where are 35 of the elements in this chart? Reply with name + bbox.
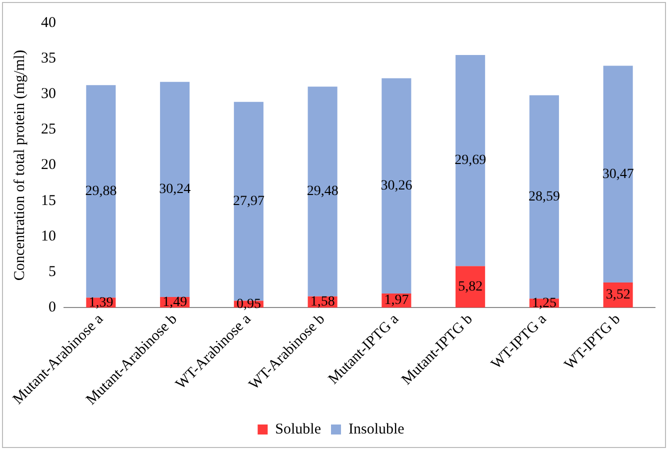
y-tick-label: 35 bbox=[41, 50, 56, 67]
legend-label: Soluble bbox=[275, 421, 322, 438]
bar bbox=[382, 78, 412, 294]
data-label: 1,49 bbox=[162, 294, 188, 310]
y-tick-label: 10 bbox=[41, 228, 56, 244]
bar bbox=[86, 85, 116, 298]
data-label: 29,69 bbox=[454, 153, 486, 168]
y-tick-label: 30 bbox=[41, 86, 56, 102]
y-tick-label: 15 bbox=[41, 192, 56, 209]
data-label: 3,52 bbox=[606, 288, 630, 303]
data-label: 30,47 bbox=[602, 166, 634, 182]
data-label: 29,48 bbox=[306, 184, 338, 200]
bar bbox=[308, 86, 338, 296]
y-tick-label: 20 bbox=[41, 157, 56, 174]
y-tick-label: 25 bbox=[41, 122, 56, 138]
data-label: 30,24 bbox=[159, 182, 191, 198]
y-axis-title: Concentration of total protein (mg/ml) bbox=[12, 50, 28, 281]
bar bbox=[603, 66, 633, 283]
y-tick-label: 40 bbox=[41, 14, 56, 31]
data-label: 29,88 bbox=[85, 184, 117, 200]
bar bbox=[456, 54, 486, 266]
y-tick-label: 0 bbox=[48, 299, 56, 316]
data-label: 1,25 bbox=[532, 296, 556, 311]
data-label: 30,26 bbox=[380, 178, 412, 194]
bar bbox=[529, 95, 559, 299]
y-tick-label: 5 bbox=[48, 264, 56, 280]
bar bbox=[160, 82, 190, 297]
data-label: 1,97 bbox=[384, 293, 409, 308]
legend-label: Insoluble bbox=[348, 421, 405, 438]
data-label: 1,58 bbox=[310, 294, 335, 310]
data-label: 5,82 bbox=[458, 280, 483, 295]
data-label: 1,39 bbox=[88, 295, 114, 310]
data-label: 28,59 bbox=[528, 190, 560, 205]
bar bbox=[456, 266, 486, 308]
data-label: 27,97 bbox=[232, 194, 264, 209]
